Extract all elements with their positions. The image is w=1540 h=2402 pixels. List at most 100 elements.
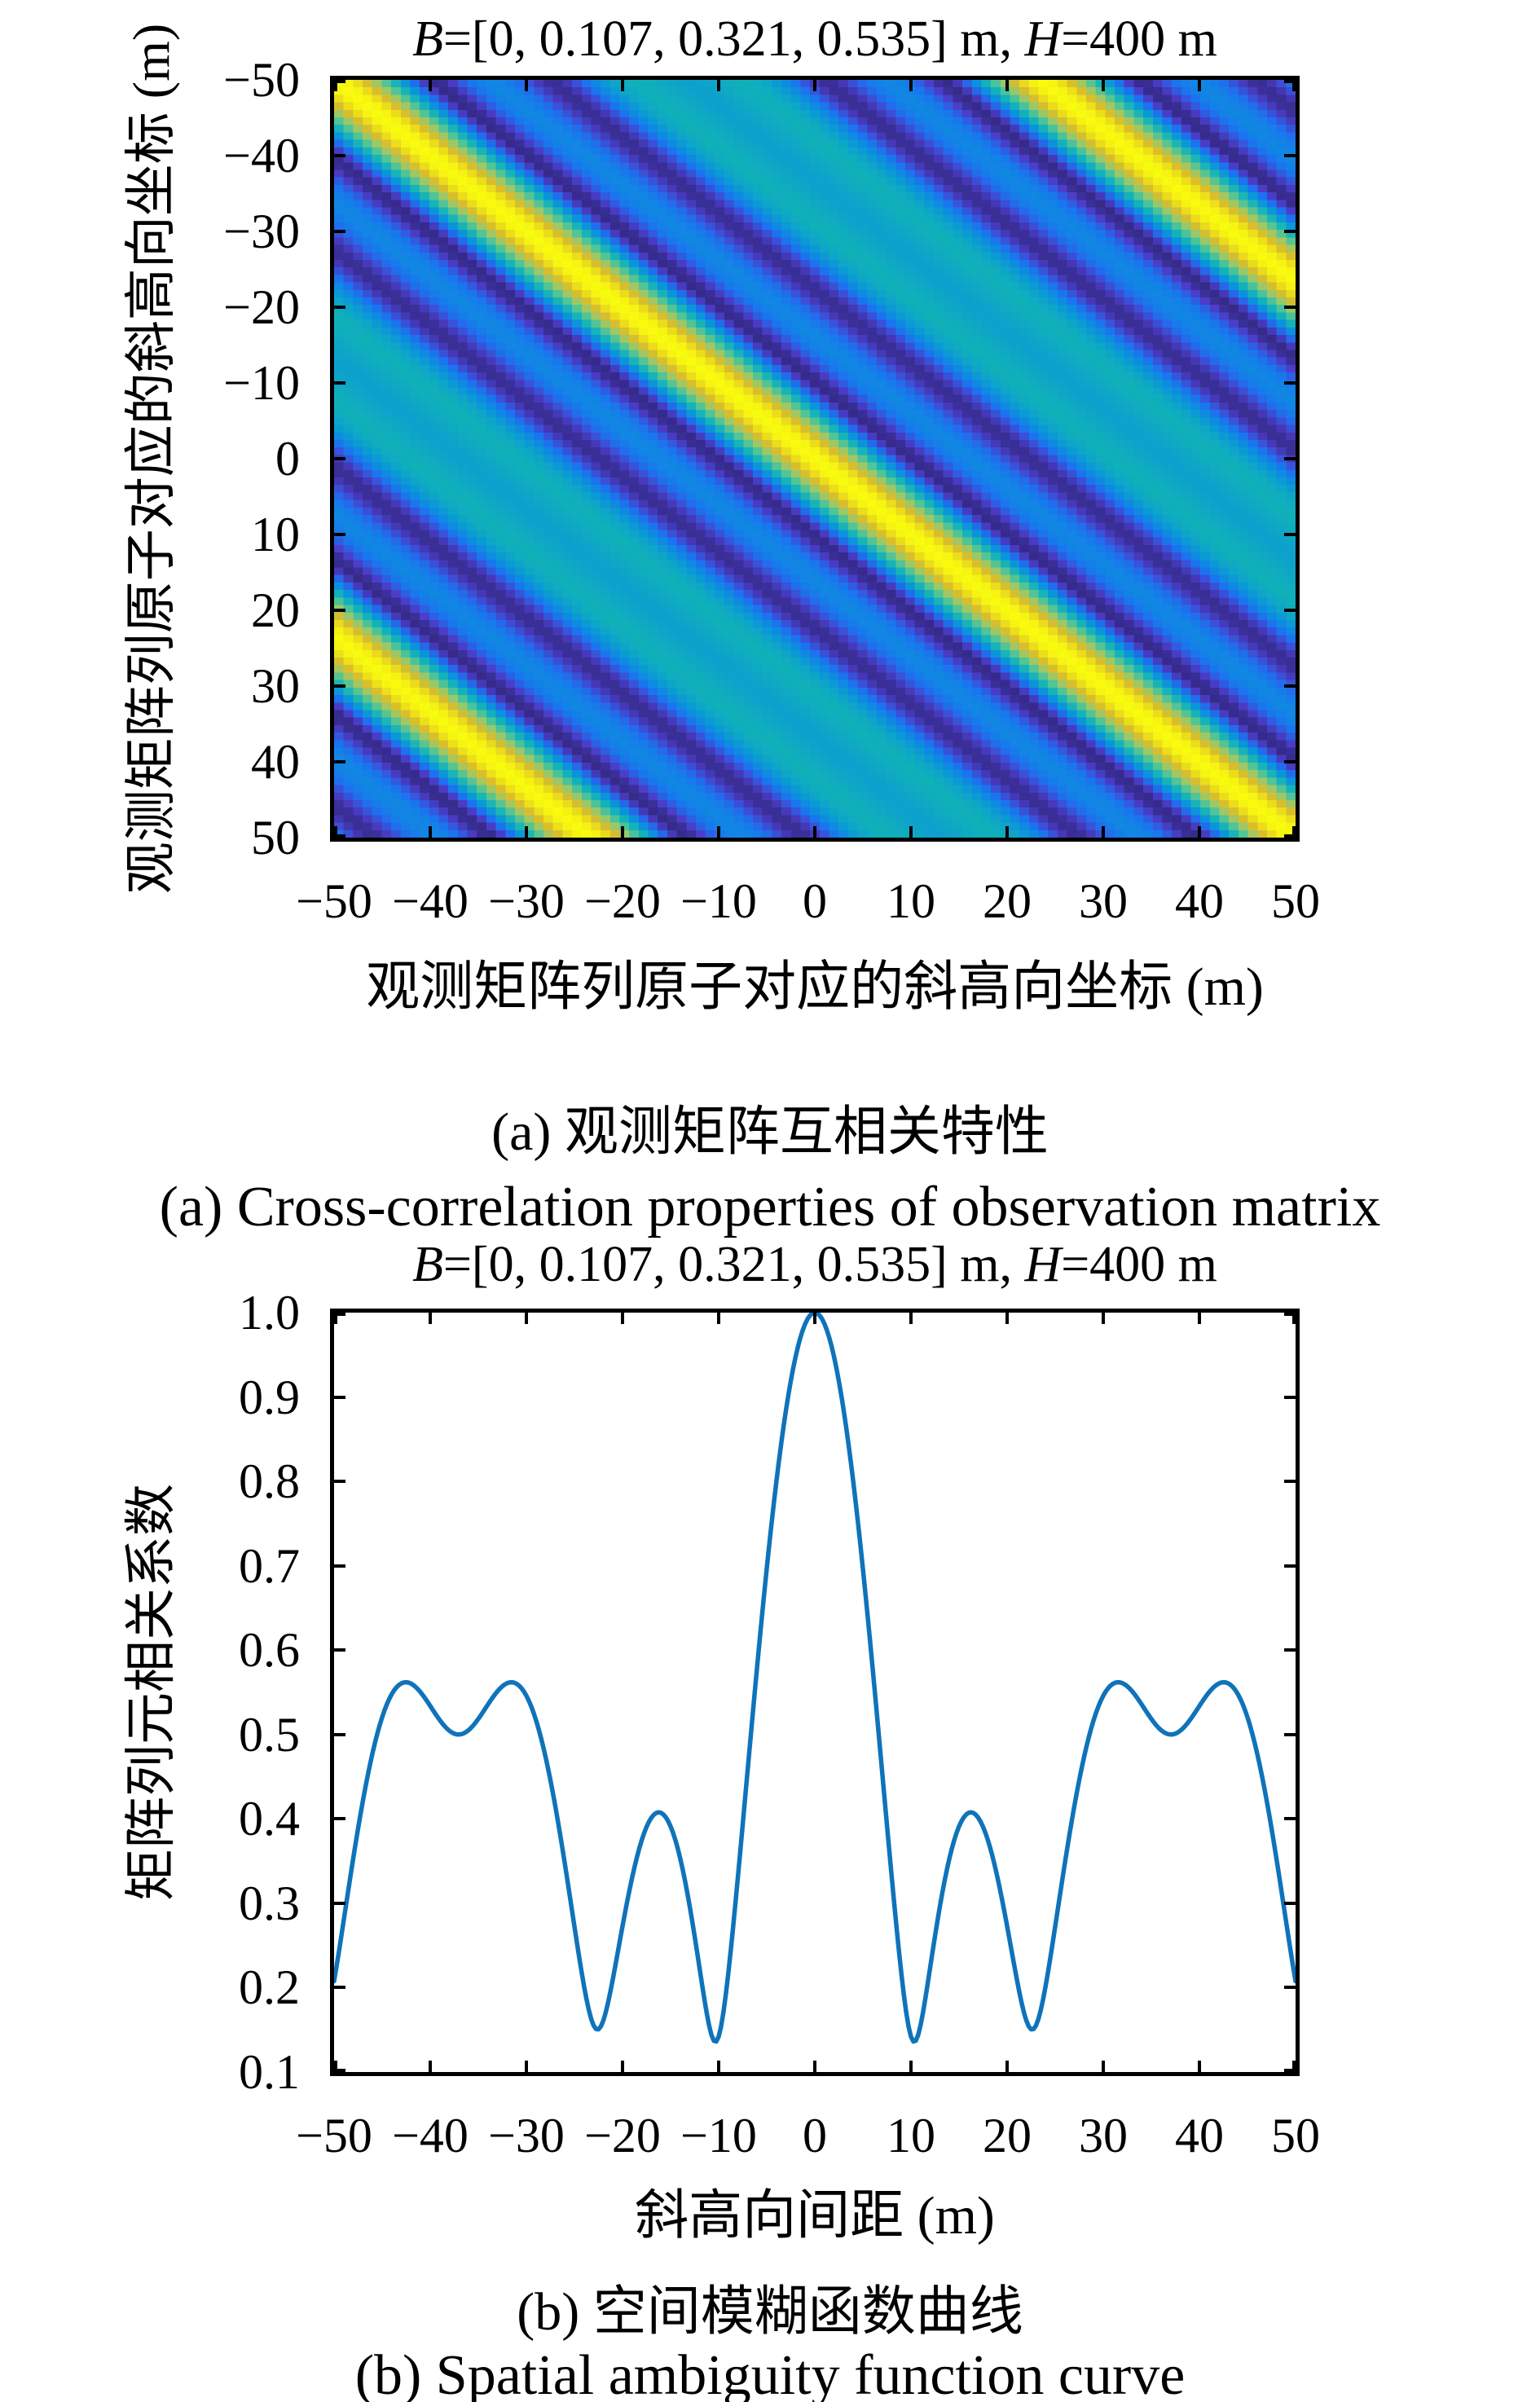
- axis-tickmark: [1198, 826, 1201, 838]
- xtick-label: −50: [296, 874, 372, 928]
- ytick-label: −30: [223, 205, 300, 258]
- ytick-label: −40: [223, 129, 300, 183]
- axis-tickmark: [1005, 2061, 1009, 2072]
- title-variable: B: [412, 11, 443, 67]
- ytick-label: −50: [223, 53, 300, 107]
- axis-tickmark: [1284, 609, 1296, 612]
- axis-tickmark: [429, 1313, 432, 1324]
- ytick-label: 0.6: [239, 1623, 300, 1678]
- axis-tickmark: [1102, 826, 1105, 838]
- ytick-label: 0.2: [239, 1960, 300, 2015]
- axis-tickmark: [1284, 684, 1296, 688]
- axis-tickmark: [334, 80, 345, 83]
- panel-a-ylabel: 观测矩阵列原子对应的斜高向坐标 (m): [122, 23, 180, 895]
- xtick-label: 0: [803, 2109, 827, 2162]
- xtick-label: 10: [887, 2109, 935, 2162]
- xtick-label: 20: [983, 2109, 1032, 2162]
- axis-tickmark: [1005, 1313, 1009, 1324]
- title-text: =400 m: [1061, 1237, 1217, 1292]
- xtick-label: −10: [680, 2109, 757, 2162]
- axis-tickmark: [429, 80, 432, 91]
- axis-tickmark: [334, 457, 345, 460]
- axis-tickmark: [1292, 1313, 1296, 1324]
- ytick-label: 0.3: [239, 1876, 300, 1930]
- axis-tickmark: [909, 2061, 913, 2072]
- axis-tickmark: [813, 2061, 816, 2072]
- axis-tickmark: [1284, 230, 1296, 233]
- xtick-label: 20: [983, 874, 1032, 928]
- xtick-label: 40: [1175, 874, 1224, 928]
- xtick-label: −30: [488, 874, 565, 928]
- xtick-label: 50: [1271, 874, 1320, 928]
- axis-tickmark: [1284, 381, 1296, 385]
- title-text: =[0, 0.107, 0.321, 0.535] m,: [442, 11, 1025, 67]
- axis-tickmark: [813, 1313, 816, 1324]
- panel-a-caption-en: (a) Cross-correlation properties of obse…: [159, 1176, 1381, 1238]
- axis-tickmark: [1284, 760, 1296, 763]
- axis-tickmark: [334, 684, 345, 688]
- ytick-label: 0.4: [239, 1792, 300, 1846]
- axis-tickmark: [429, 2061, 432, 2072]
- panel-a-title: B=[0, 0.107, 0.321, 0.535] m, H=400 m: [334, 10, 1296, 68]
- ytick-label: 0.7: [239, 1538, 300, 1593]
- axis-tickmark: [334, 1313, 345, 1316]
- axis-tickmark: [334, 230, 345, 233]
- heatmap-image: [334, 80, 1296, 838]
- ytick-label: 1.0: [239, 1286, 300, 1340]
- axis-tickmark: [334, 1480, 345, 1484]
- xtick-label: 30: [1079, 874, 1128, 928]
- axis-tickmark: [717, 80, 720, 91]
- axis-tickmark: [621, 80, 624, 91]
- axis-tickmark: [1284, 834, 1296, 838]
- xtick-label: 50: [1271, 2109, 1320, 2162]
- xtick-label: 40: [1175, 2109, 1224, 2162]
- axis-tickmark: [1284, 1732, 1296, 1736]
- title-variable: H: [1024, 11, 1062, 67]
- ytick-label: 30: [251, 659, 300, 713]
- axis-tickmark: [813, 826, 816, 838]
- axis-tickmark: [1198, 80, 1201, 91]
- ytick-label: 0.8: [239, 1454, 300, 1509]
- axis-tickmark: [334, 2061, 337, 2072]
- axis-tickmark: [334, 760, 345, 763]
- panel-a-xlabel: 观测矩阵列原子对应的斜高向坐标 (m): [366, 957, 1264, 1017]
- axis-tickmark: [813, 80, 816, 91]
- axis-tickmark: [334, 1313, 337, 1324]
- axis-tickmark: [1284, 154, 1296, 157]
- axis-tickmark: [717, 826, 720, 838]
- axis-tickmark: [1198, 1313, 1201, 1324]
- axis-tickmark: [525, 826, 528, 838]
- axis-tickmark: [1292, 2061, 1296, 2072]
- axis-tickmark: [1284, 1480, 1296, 1484]
- axis-tickmark: [1284, 1817, 1296, 1821]
- axis-tickmark: [334, 826, 337, 838]
- axis-tickmark: [909, 826, 913, 838]
- axis-tickmark: [1284, 1901, 1296, 1905]
- ytick-label: 0.1: [239, 2045, 300, 2099]
- ytick-label: −10: [223, 356, 300, 410]
- axis-tickmark: [1284, 2069, 1296, 2072]
- axis-tickmark: [621, 2061, 624, 2072]
- ytick-label: 50: [251, 811, 300, 864]
- axis-tickmark: [1284, 533, 1296, 536]
- xtick-label: 30: [1079, 2109, 1128, 2162]
- axis-tickmark: [334, 1564, 345, 1568]
- ytick-label: −20: [223, 280, 300, 334]
- axis-tickmark: [1102, 1313, 1105, 1324]
- axis-tickmark: [334, 1817, 345, 1821]
- ytick-label: 0.9: [239, 1370, 300, 1424]
- axis-tickmark: [1284, 306, 1296, 309]
- axis-tickmark: [334, 533, 345, 536]
- axis-tickmark: [1284, 1313, 1296, 1316]
- title-text: =[0, 0.107, 0.321, 0.535] m,: [442, 1237, 1025, 1292]
- axis-tickmark: [334, 609, 345, 612]
- panel-b-caption-zh: (b) 空间模糊函数曲线: [517, 2282, 1023, 2342]
- xtick-label: −40: [392, 2109, 469, 2162]
- axis-tickmark: [1284, 1648, 1296, 1652]
- axis-tickmark: [909, 80, 913, 91]
- axis-tickmark: [1102, 80, 1105, 91]
- axis-tickmark: [525, 80, 528, 91]
- axis-tickmark: [334, 834, 345, 838]
- ytick-label: 0.5: [239, 1707, 300, 1762]
